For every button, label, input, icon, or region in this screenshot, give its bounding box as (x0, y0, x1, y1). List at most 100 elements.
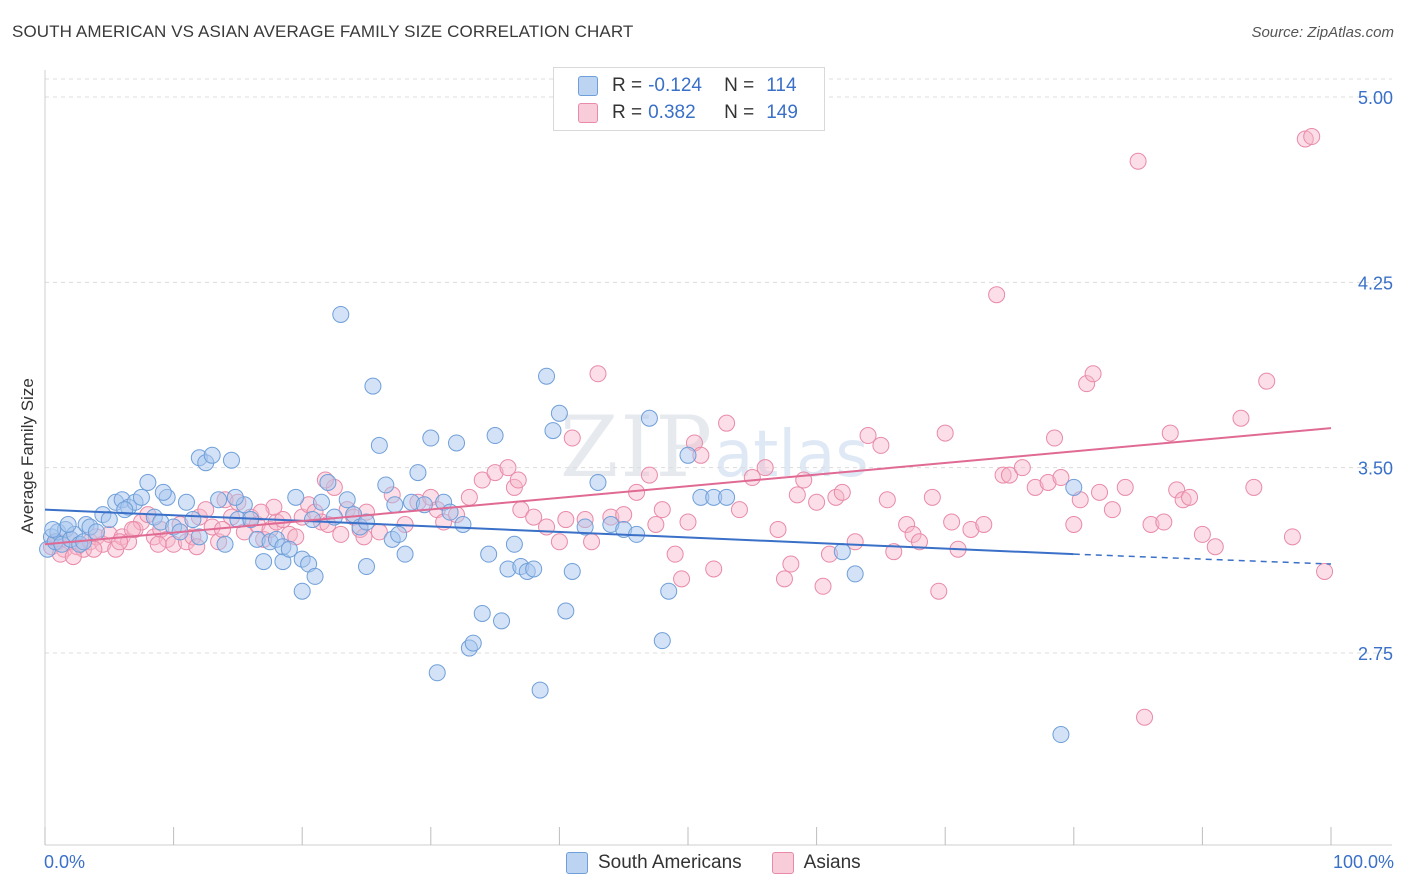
asians-point (718, 414, 736, 432)
y-axis-title: Average Family Size (18, 378, 37, 534)
asians-point (1142, 516, 1160, 534)
asians-point (673, 570, 691, 588)
south-americans-point (1052, 726, 1070, 744)
south-americans-point (338, 491, 356, 509)
south-americans-point (486, 427, 504, 445)
y-tick-labels: 2.75 3.50 4.25 5.00 (1358, 88, 1393, 664)
south-americans-point (255, 553, 273, 571)
asians-point (1181, 488, 1199, 506)
south-americans-point (210, 491, 228, 509)
south-americans-point (531, 681, 549, 699)
south-americans-point (544, 422, 562, 440)
south-americans-point (846, 565, 864, 583)
watermark-sub: atlas (714, 418, 869, 492)
asians-point (550, 533, 568, 551)
x-axis-max-label: 100.0% (1332, 852, 1394, 872)
asians-point (1168, 481, 1186, 499)
south-americans-point (679, 446, 697, 464)
asians-point (557, 511, 575, 529)
asians-point (499, 459, 517, 477)
south-americans-point (287, 488, 305, 506)
south-americans-point (563, 562, 581, 580)
asians-point (1245, 478, 1263, 496)
asians-point (1283, 528, 1301, 546)
asians-point (756, 459, 774, 477)
asians-point (509, 471, 527, 489)
south-americans-point (386, 496, 404, 514)
asians-point (936, 424, 954, 442)
south-americans-point (718, 488, 736, 506)
asians-point (705, 560, 723, 578)
asians-point (923, 488, 941, 506)
asians-point (1078, 375, 1096, 393)
south-americans-point (293, 582, 311, 600)
asians-point (1155, 513, 1173, 531)
x-axis-min-label: 0.0% (44, 852, 86, 872)
asians-point (1052, 469, 1070, 487)
south-americans-point (116, 501, 134, 519)
asians-point (1258, 372, 1276, 390)
asians-point (332, 525, 350, 543)
asians-point (149, 535, 167, 553)
south-americans-point (203, 446, 221, 464)
asians-point (988, 286, 1006, 304)
asians-point (962, 520, 980, 538)
south-americans-point (409, 464, 427, 482)
asians-point (1001, 466, 1018, 484)
asians-trend-line (44, 427, 1332, 546)
south-americans-point (493, 612, 511, 630)
asians-point (1129, 152, 1147, 170)
n-label: N = (724, 75, 755, 96)
south-americans-point (505, 535, 523, 553)
correlation-legend: R = -0.124 N = 114 R = 0.382 N = 149 (553, 67, 825, 131)
asians-point (583, 533, 601, 551)
y-tick-label: 2.75 (1358, 644, 1393, 664)
south-americans-point (216, 535, 234, 553)
south-americans-point (390, 525, 408, 543)
south-americans-point (59, 516, 77, 534)
asians-point (769, 520, 787, 538)
asians-point (814, 577, 832, 595)
asians-point (975, 516, 993, 534)
south-americans-point (184, 511, 202, 529)
asians-point (1103, 501, 1121, 519)
chart-title: SOUTH AMERICAN VS ASIAN AVERAGE FAMILY S… (12, 22, 634, 41)
y-tick-label: 4.25 (1358, 273, 1393, 293)
south-americans-point (139, 473, 157, 491)
asians-point (628, 483, 646, 501)
r-value: 0.382 (648, 102, 696, 123)
asians-point (1232, 409, 1250, 427)
pink-swatch (578, 103, 598, 123)
south-americans-point (589, 473, 607, 491)
south-americans-point (422, 429, 440, 447)
south-americans-point (428, 664, 446, 682)
asians-point (525, 508, 543, 526)
south-americans-point (226, 488, 244, 506)
south-americans-point (132, 488, 150, 506)
trend-lines (44, 427, 1332, 565)
r-label: R = (612, 102, 643, 123)
south-americans-point (480, 545, 498, 563)
blue-swatch (578, 76, 598, 96)
south-americans-point (660, 582, 678, 600)
asians-point (197, 501, 215, 519)
axes (44, 70, 1392, 846)
asians-point (679, 513, 697, 531)
south-americans-point (833, 543, 851, 561)
asians-point (1193, 525, 1211, 543)
south-americans-point (280, 540, 298, 558)
asians-point (589, 365, 607, 383)
south-americans-point (222, 451, 240, 469)
asians-point (1136, 708, 1154, 726)
asians-point (1206, 538, 1224, 556)
asians-point (1161, 424, 1179, 442)
asians-point (1116, 478, 1134, 496)
asians-point (1039, 473, 1057, 491)
south-americans-point (377, 476, 395, 494)
south-americans-point (576, 518, 594, 536)
asians-point (1084, 365, 1102, 383)
asians-point (666, 545, 684, 563)
asians-point (1303, 128, 1321, 146)
r-label: R = (612, 75, 643, 96)
